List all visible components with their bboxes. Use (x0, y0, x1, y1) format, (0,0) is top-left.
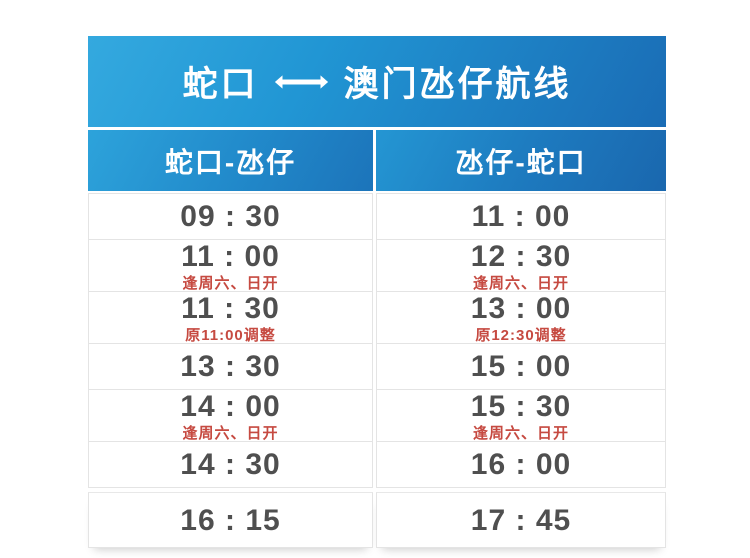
ferry-schedule-card: 蛇口 澳门氹仔航线 蛇口-氹仔 氹仔-蛇口 09 : 30 11 : 00 11 :… (88, 36, 666, 548)
departure-time: 16 : 15 (180, 503, 281, 537)
departure-time: 15 : 00 (470, 350, 572, 383)
route-title-bar: 蛇口 澳门氹仔航线 (88, 36, 666, 127)
schedule-cell: 14 : 30 (88, 442, 373, 488)
schedule-cell: 14 : 00 逢周六、日开 (88, 390, 373, 442)
departure-time: 11 : 00 (181, 240, 280, 273)
schedule-cell: 12 : 30 逢周六、日开 (376, 240, 666, 292)
schedule-note: 逢周六、日开 (472, 425, 569, 442)
departure-time: 16 : 00 (470, 448, 572, 481)
schedule-cell: 11 : 30 原11:00调整 (88, 292, 373, 344)
departure-time: 11 : 00 (471, 200, 571, 233)
departure-time: 09 : 30 (180, 200, 281, 233)
schedule-cell: 15 : 00 (376, 344, 666, 390)
schedule-note: 原11:00调整 (185, 327, 276, 344)
departure-time: 15 : 30 (470, 390, 572, 423)
column-headers: 蛇口-氹仔 氹仔-蛇口 (88, 130, 666, 191)
column-header-shekou-taipa: 蛇口-氹仔 (88, 130, 373, 191)
schedule-note: 逢周六、日开 (182, 275, 279, 292)
departure-time: 13 : 30 (180, 350, 281, 383)
schedule-cell: 11 : 00 逢周六、日开 (88, 240, 373, 292)
route-title-right: 澳门氹仔航线 (343, 65, 572, 104)
schedule-cell: 15 : 30 逢周六、日开 (376, 390, 666, 442)
schedule-cell: 11 : 00 (376, 193, 666, 240)
schedule-rows: 09 : 30 11 : 00 11 : 00 逢周六、日开 12 : 30 逢周六、日开… (88, 193, 666, 548)
schedule-cell: 16 : 00 (376, 442, 666, 488)
departure-time: 11 : 30 (181, 292, 280, 325)
schedule-cell: 17 : 45 (376, 492, 666, 548)
departure-time: 14 : 00 (180, 390, 281, 423)
schedule-cell: 09 : 30 (88, 193, 373, 240)
column-header-taipa-shekou: 氹仔-蛇口 (376, 130, 666, 191)
double-arrow-icon (273, 73, 330, 91)
departure-time: 14 : 30 (180, 448, 281, 481)
route-title-left: 蛇口 (182, 65, 259, 104)
schedule-note: 原12:30调整 (475, 327, 567, 344)
departure-time: 17 : 45 (470, 503, 572, 537)
schedule-cell: 16 : 15 (88, 492, 373, 548)
schedule-cell: 13 : 00 原12:30调整 (376, 292, 666, 344)
schedule-note: 逢周六、日开 (182, 425, 279, 442)
departure-time: 13 : 00 (470, 292, 572, 325)
schedule-note: 逢周六、日开 (472, 275, 569, 292)
schedule-cell: 13 : 30 (88, 344, 373, 390)
departure-time: 12 : 30 (470, 240, 572, 273)
